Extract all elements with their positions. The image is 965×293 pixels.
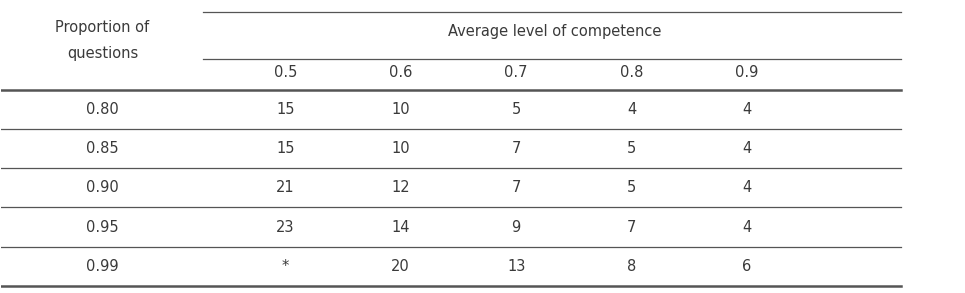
Text: 0.9: 0.9: [735, 65, 758, 80]
Text: 15: 15: [276, 141, 294, 156]
Text: Proportion of: Proportion of: [55, 20, 150, 35]
Text: 5: 5: [511, 102, 521, 117]
Text: 23: 23: [276, 219, 294, 234]
Text: 7: 7: [511, 141, 521, 156]
Text: 9: 9: [511, 219, 521, 234]
Text: questions: questions: [67, 46, 138, 61]
Text: 0.95: 0.95: [86, 219, 119, 234]
Text: 0.8: 0.8: [620, 65, 644, 80]
Text: 10: 10: [392, 102, 410, 117]
Text: 8: 8: [627, 259, 636, 274]
Text: 14: 14: [392, 219, 410, 234]
Text: 6: 6: [742, 259, 752, 274]
Text: 0.90: 0.90: [86, 180, 119, 195]
Text: 4: 4: [742, 219, 752, 234]
Text: 7: 7: [627, 219, 636, 234]
Text: 4: 4: [627, 102, 636, 117]
Text: 7: 7: [511, 180, 521, 195]
Text: 10: 10: [392, 141, 410, 156]
Text: 4: 4: [742, 180, 752, 195]
Text: 20: 20: [392, 259, 410, 274]
Text: 5: 5: [627, 180, 636, 195]
Text: 4: 4: [742, 141, 752, 156]
Text: Average level of competence: Average level of competence: [448, 24, 661, 39]
Text: 0.5: 0.5: [273, 65, 297, 80]
Text: 21: 21: [276, 180, 294, 195]
Text: 0.85: 0.85: [86, 141, 119, 156]
Text: 0.7: 0.7: [505, 65, 528, 80]
Text: *: *: [282, 259, 289, 274]
Text: 12: 12: [392, 180, 410, 195]
Text: 4: 4: [742, 102, 752, 117]
Text: 13: 13: [507, 259, 525, 274]
Text: 5: 5: [627, 141, 636, 156]
Text: 0.80: 0.80: [86, 102, 119, 117]
Text: 0.99: 0.99: [86, 259, 119, 274]
Text: 15: 15: [276, 102, 294, 117]
Text: 0.6: 0.6: [389, 65, 412, 80]
